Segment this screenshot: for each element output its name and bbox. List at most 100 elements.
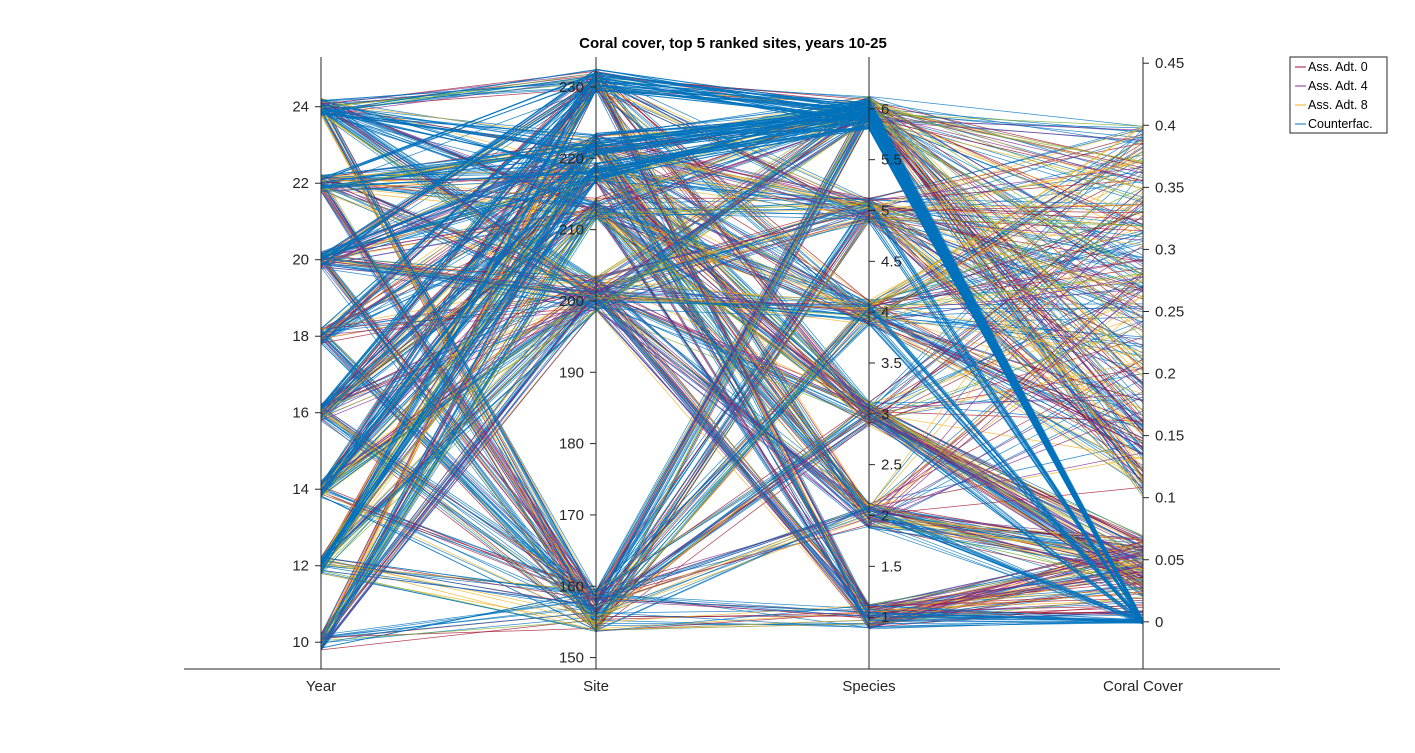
- data-line: [320, 99, 1144, 621]
- legend-label: Ass. Adt. 0: [1308, 60, 1368, 74]
- data-line: [320, 139, 1144, 426]
- data-line: [320, 275, 1144, 559]
- data-line: [320, 218, 1144, 630]
- tick-label: 3.5: [881, 355, 902, 372]
- tick-label: 16: [292, 405, 309, 422]
- data-line: [320, 103, 1144, 621]
- legend-box: [1289, 56, 1388, 134]
- legend-label: Ass. Adt. 8: [1308, 98, 1368, 112]
- data-line: [320, 163, 1144, 649]
- data-line: [320, 262, 1144, 621]
- data-line: [320, 110, 1144, 621]
- data-line: [320, 204, 1144, 621]
- chart-title: Coral cover, top 5 ranked sites, years 1…: [579, 35, 887, 52]
- data-line: [320, 273, 1144, 601]
- data-line: [320, 97, 1144, 278]
- tick-label: 4.5: [881, 253, 902, 270]
- tick-label: 1.5: [881, 558, 902, 575]
- legend-entry: Ass. Adt. 0: [1295, 60, 1368, 74]
- tick-label: 24: [292, 99, 309, 116]
- legend-entry: Ass. Adt. 8: [1295, 98, 1368, 112]
- data-line: [320, 275, 1144, 639]
- data-line: [320, 211, 1144, 638]
- tick-label: 210: [559, 222, 584, 239]
- data-line: [320, 209, 1144, 408]
- data-line: [320, 335, 1144, 617]
- data-line: [320, 103, 1144, 516]
- tick-label: 0.15: [1155, 428, 1184, 445]
- data-line: [320, 263, 1144, 623]
- tick-label: 1: [881, 609, 889, 626]
- data-line: [320, 560, 1144, 631]
- data-line: [320, 412, 1144, 621]
- data-line: [320, 217, 1144, 562]
- tick-label: 0: [1155, 614, 1163, 631]
- data-line: [320, 124, 1144, 624]
- data-line: [320, 213, 1144, 591]
- data-line: [320, 103, 1144, 622]
- tick-label: 5: [881, 203, 889, 220]
- data-lines: [320, 68, 1144, 651]
- data-line: [320, 177, 1144, 622]
- axis-name: Site: [583, 678, 609, 695]
- axis-name: Species: [842, 678, 895, 695]
- data-line: [320, 504, 1144, 617]
- tick-label: 2.5: [881, 457, 902, 474]
- data-line: [320, 100, 1144, 632]
- data-line: [320, 556, 1144, 623]
- tick-label: 20: [292, 252, 309, 269]
- tick-label: 0.25: [1155, 303, 1184, 320]
- data-line: [320, 169, 1144, 565]
- tick-label: 0.2: [1155, 366, 1176, 383]
- data-line: [320, 207, 1144, 492]
- data-line: [320, 571, 1144, 632]
- data-line: [320, 175, 1144, 493]
- data-line: [320, 89, 1144, 621]
- tick-label: 230: [559, 79, 584, 96]
- data-line: [320, 114, 1144, 607]
- data-line: [320, 308, 1144, 612]
- data-line: [320, 135, 1144, 558]
- tick-label: 2: [881, 507, 889, 524]
- data-line: [320, 403, 1144, 623]
- data-line: [320, 562, 1144, 644]
- tick-label: 0.3: [1155, 241, 1176, 258]
- data-line: [320, 181, 1144, 300]
- data-line: [320, 309, 1144, 555]
- data-line: [320, 128, 1144, 624]
- data-line: [320, 149, 1144, 620]
- data-line: [320, 209, 1144, 566]
- data-line: [320, 119, 1144, 623]
- legend-entry: Counterfac.: [1295, 117, 1373, 131]
- legend-entry: Ass. Adt. 4: [1295, 79, 1368, 93]
- data-line: [320, 142, 1144, 494]
- tick-label: 5.5: [881, 152, 902, 169]
- tick-label: 12: [292, 558, 309, 575]
- data-line: [320, 99, 1144, 573]
- data-line: [320, 277, 1144, 625]
- tick-label: 0.45: [1155, 55, 1184, 72]
- data-line: [320, 171, 1144, 422]
- data-line: [320, 115, 1144, 378]
- tick-label: 10: [292, 634, 309, 651]
- tick-label: 0.4: [1155, 117, 1176, 134]
- tick-label: 220: [559, 150, 584, 167]
- data-line: [320, 594, 1144, 644]
- data-line: [320, 199, 1144, 592]
- data-line: [320, 176, 1144, 589]
- data-line: [320, 109, 1144, 624]
- legend: Ass. Adt. 0 Ass. Adt. 4 Ass. Adt. 8 Coun…: [1289, 56, 1388, 134]
- data-line: [320, 284, 1144, 643]
- data-line: [320, 109, 1144, 624]
- tick-label: 4: [881, 304, 889, 321]
- tick-label: 0.05: [1155, 552, 1184, 569]
- data-line: [320, 318, 1144, 626]
- data-line: [320, 214, 1144, 620]
- tick-label: 3: [881, 406, 889, 423]
- data-line: [320, 208, 1144, 422]
- data-line: [320, 100, 1144, 315]
- legend-label: Counterfac.: [1308, 117, 1373, 131]
- tick-label: 170: [559, 507, 584, 524]
- data-line: [320, 273, 1144, 642]
- data-line: [320, 420, 1144, 623]
